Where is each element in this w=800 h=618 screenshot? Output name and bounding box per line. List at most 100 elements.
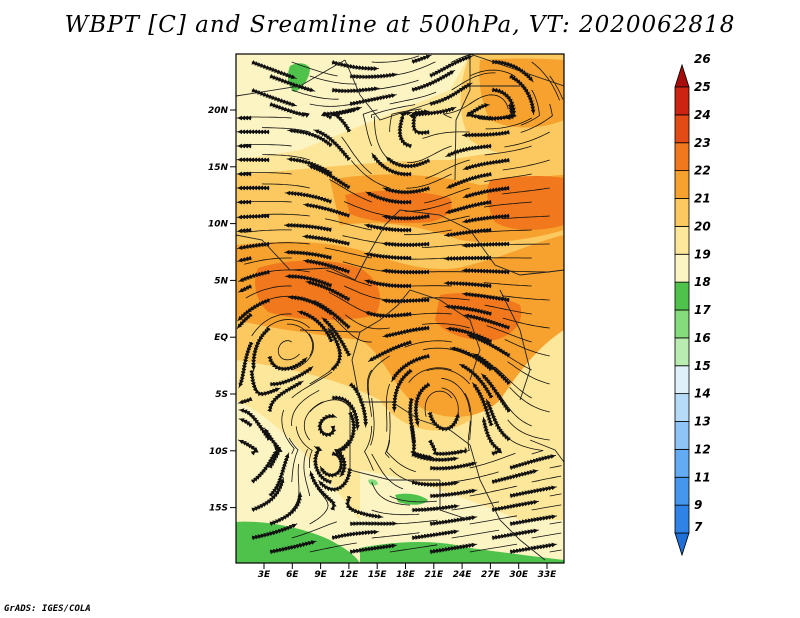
colorbar-label: 20 <box>694 219 711 233</box>
border-line <box>469 229 564 276</box>
streamline <box>327 327 343 372</box>
streamline <box>325 218 372 231</box>
streamline <box>313 129 352 162</box>
border-line <box>236 59 346 97</box>
streamline <box>261 242 310 245</box>
streamline <box>411 479 460 488</box>
streamline <box>386 383 391 432</box>
colorbar-segment <box>674 86 690 116</box>
lon-label: 27E <box>481 570 501 580</box>
colorbar-segment <box>674 476 690 506</box>
streamline <box>424 390 453 417</box>
colorbar-label: 15 <box>694 359 711 373</box>
streamline <box>309 470 337 511</box>
streamline <box>461 268 510 275</box>
streamline <box>331 395 360 431</box>
streamline <box>509 454 557 471</box>
streamline <box>238 341 254 389</box>
streamline <box>451 529 500 539</box>
colorbar-segment <box>674 114 690 144</box>
lon-label: 9E <box>314 570 327 580</box>
streamline <box>461 129 510 138</box>
streamline <box>243 201 292 203</box>
streamline <box>441 387 459 427</box>
streamline <box>371 532 420 539</box>
streamline <box>504 131 550 148</box>
border-line <box>351 331 392 403</box>
lat-label: 15S <box>209 504 228 514</box>
country-borders <box>236 54 564 561</box>
streamline <box>549 75 564 100</box>
lat-label: 5S <box>215 390 228 400</box>
streamline <box>269 491 303 527</box>
border-line <box>349 402 440 481</box>
streamline <box>238 284 253 293</box>
streamline <box>462 213 510 224</box>
streamline <box>344 285 390 301</box>
colorbar-segment <box>674 448 690 478</box>
streamline <box>491 528 540 541</box>
streamline <box>469 485 517 497</box>
streamline <box>444 227 492 238</box>
streamline <box>288 437 299 483</box>
streamline <box>549 521 562 525</box>
streamline <box>261 183 310 189</box>
colorbar-label: 13 <box>694 415 711 429</box>
streamline <box>349 93 397 107</box>
streamline <box>295 426 313 469</box>
streamline <box>509 542 558 555</box>
streamline <box>284 249 332 261</box>
streamline <box>243 229 292 233</box>
streamline <box>443 255 492 261</box>
streamline <box>237 396 253 405</box>
lat-label: 10S <box>209 447 228 457</box>
streamline <box>411 69 456 93</box>
colorbar-label: 18 <box>694 275 711 289</box>
streamline <box>371 79 419 91</box>
streamline <box>244 257 292 265</box>
streamline <box>344 495 384 519</box>
streamline <box>331 86 380 94</box>
streamline <box>243 144 292 147</box>
streamline <box>281 409 295 455</box>
streamline <box>236 227 252 234</box>
streamline <box>445 171 492 189</box>
colorbar-label: 21 <box>694 192 711 206</box>
streamline <box>291 390 320 427</box>
streamline <box>504 339 550 357</box>
streamline <box>389 519 438 525</box>
streamline <box>464 392 472 441</box>
grads-credit: GrADS: IGES/COLA <box>4 604 91 614</box>
streamline <box>236 241 270 250</box>
streamline <box>429 82 473 107</box>
streamline <box>451 420 471 455</box>
colorbar-segment <box>674 504 690 534</box>
streamline <box>370 104 416 119</box>
streamline <box>309 102 358 107</box>
streamline <box>261 213 310 217</box>
streamline <box>411 109 430 136</box>
streamline <box>520 103 553 133</box>
lon-label: 18E <box>396 570 416 580</box>
streamline <box>443 280 492 289</box>
streamline <box>341 136 372 175</box>
streamline <box>429 542 478 555</box>
streamline <box>549 549 562 553</box>
colorbar-label: 17 <box>694 303 711 317</box>
border-line <box>354 209 471 281</box>
streamline <box>509 438 544 455</box>
colorbar-segment <box>674 337 690 367</box>
streamline <box>411 452 459 463</box>
streamline <box>404 201 452 212</box>
streamline <box>462 185 510 199</box>
streamline <box>331 107 358 133</box>
streamline <box>425 159 470 179</box>
streamline <box>309 487 329 525</box>
streamline <box>389 544 438 553</box>
streamline <box>363 251 412 261</box>
streamline <box>462 291 510 303</box>
lat-label: EQ <box>214 333 228 343</box>
streamline <box>386 439 416 473</box>
colorbar-label: 16 <box>694 331 711 345</box>
